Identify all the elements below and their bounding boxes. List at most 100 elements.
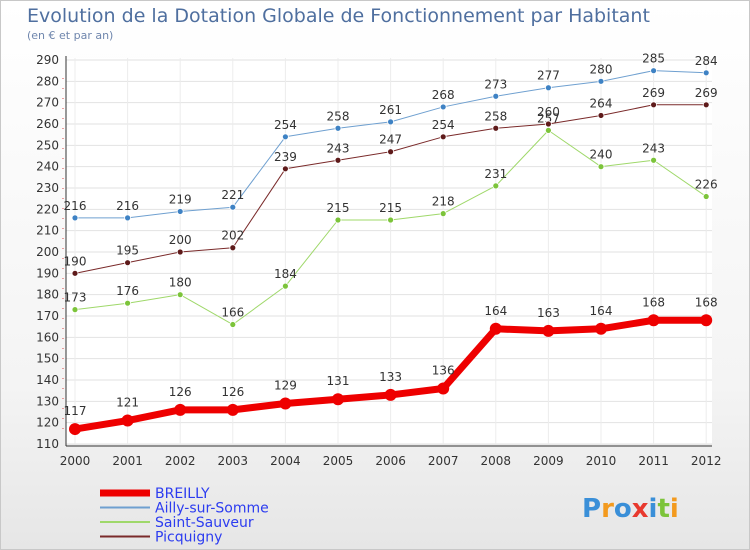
data-point [124, 214, 131, 222]
data-label: 277 [537, 69, 560, 83]
data-label: 131 [327, 374, 350, 388]
logo-letter: x [632, 494, 649, 524]
data-label: 226 [695, 178, 718, 192]
data-point [545, 120, 552, 128]
data-label: 284 [695, 54, 718, 68]
legend: BREILLYAilly-sur-SommeSaint-SauveurPicqu… [100, 486, 269, 546]
data-label: 231 [484, 167, 507, 181]
data-point [69, 423, 81, 436]
data-point [229, 203, 237, 211]
data-point [702, 101, 710, 109]
chart-subtitle: (en € et par an) [27, 29, 114, 42]
legend-label: Ailly-sur-Somme [155, 501, 269, 517]
data-label: 195 [116, 244, 139, 258]
data-label: 258 [327, 109, 350, 123]
data-label: 166 [221, 306, 244, 320]
x-tick-label: 2011 [638, 454, 669, 468]
data-label: 269 [695, 86, 718, 100]
data-point [334, 216, 342, 224]
x-tick-label: 2003 [218, 454, 249, 468]
data-label: 180 [169, 276, 192, 290]
data-point [229, 244, 237, 252]
data-label: 164 [590, 304, 613, 318]
data-label: 268 [432, 88, 455, 102]
data-point [647, 314, 660, 327]
data-point [121, 414, 134, 427]
data-point [597, 163, 605, 171]
data-label: 190 [64, 254, 87, 268]
data-label: 240 [590, 148, 613, 162]
logo-letter: i [649, 494, 658, 524]
y-tick-label: 110 [36, 437, 59, 451]
y-tick-label: 290 [36, 53, 59, 67]
data-point [332, 393, 344, 406]
x-tick-label: 2007 [428, 454, 459, 468]
data-point [489, 322, 502, 335]
series-picquigny: 190 195 200 202 239 243 247 254 258 260 264 269 269 [64, 86, 718, 277]
data-label: 129 [274, 378, 297, 392]
data-label: 173 [64, 291, 87, 305]
data-label: 273 [484, 77, 507, 91]
y-tick-label: 250 [36, 138, 59, 152]
data-point [124, 299, 131, 307]
y-tick-label: 130 [36, 394, 59, 408]
data-label: 243 [642, 141, 665, 155]
data-point [650, 67, 657, 75]
y-tick-label: 120 [36, 416, 59, 430]
chart-title: Evolution de la Dotation Globale de Fonc… [27, 5, 650, 27]
data-label: 176 [116, 284, 139, 298]
data-label: 254 [432, 118, 455, 132]
y-tick-label: 180 [36, 288, 59, 302]
data-label: 136 [432, 364, 455, 378]
y-tick-label: 210 [36, 224, 59, 238]
data-label: 168 [695, 295, 718, 309]
data-label: 221 [221, 188, 244, 202]
data-label: 121 [116, 396, 139, 410]
data-label: 164 [484, 304, 507, 318]
logo-letter: i [670, 494, 679, 524]
x-tick-label: 2000 [60, 454, 91, 468]
series-ailly-sur-somme: 216 216 219 221 254 258 261 268 273 277 280 285 284 [64, 52, 718, 222]
data-point [545, 84, 552, 92]
data-point [229, 321, 237, 328]
data-label: 257 [537, 111, 560, 125]
data-label: 126 [221, 385, 244, 399]
legend-label: BREILLY [155, 486, 210, 502]
data-label: 117 [64, 404, 87, 418]
x-tick-label: 2005 [323, 454, 354, 468]
data-point [597, 77, 605, 85]
data-point [334, 124, 342, 132]
x-tick-label: 2012 [691, 454, 722, 468]
data-label: 163 [537, 306, 560, 320]
data-label: 261 [379, 103, 402, 117]
series-saint-sauveur: 173 176 180 166 184 215 215 218 231 257 240 243 226 [64, 111, 718, 328]
data-point [492, 124, 500, 132]
y-tick-label: 240 [36, 160, 59, 174]
y-tick-label: 190 [36, 266, 59, 280]
x-tick-label: 2006 [375, 454, 406, 468]
data-label: 260 [537, 105, 560, 119]
data-label: 285 [642, 52, 665, 66]
data-point [174, 403, 187, 416]
data-point [597, 112, 605, 119]
data-label: 126 [169, 385, 192, 399]
data-label: 216 [116, 199, 139, 213]
data-point [387, 216, 395, 224]
data-point [439, 103, 447, 111]
data-point [281, 165, 289, 173]
data-point [279, 397, 292, 410]
data-label: 219 [169, 192, 192, 206]
data-point [176, 208, 184, 215]
data-point [545, 126, 552, 134]
legend-label: Picquigny [155, 530, 222, 546]
data-point [71, 269, 79, 277]
data-point [124, 259, 131, 267]
logo-letter: r [601, 494, 614, 524]
data-point [492, 182, 500, 190]
data-point [387, 118, 395, 126]
data-point [71, 214, 79, 222]
logo-letter: P [582, 494, 601, 524]
data-point [334, 156, 342, 164]
y-tick-label: 150 [36, 352, 59, 366]
data-point [384, 388, 397, 401]
